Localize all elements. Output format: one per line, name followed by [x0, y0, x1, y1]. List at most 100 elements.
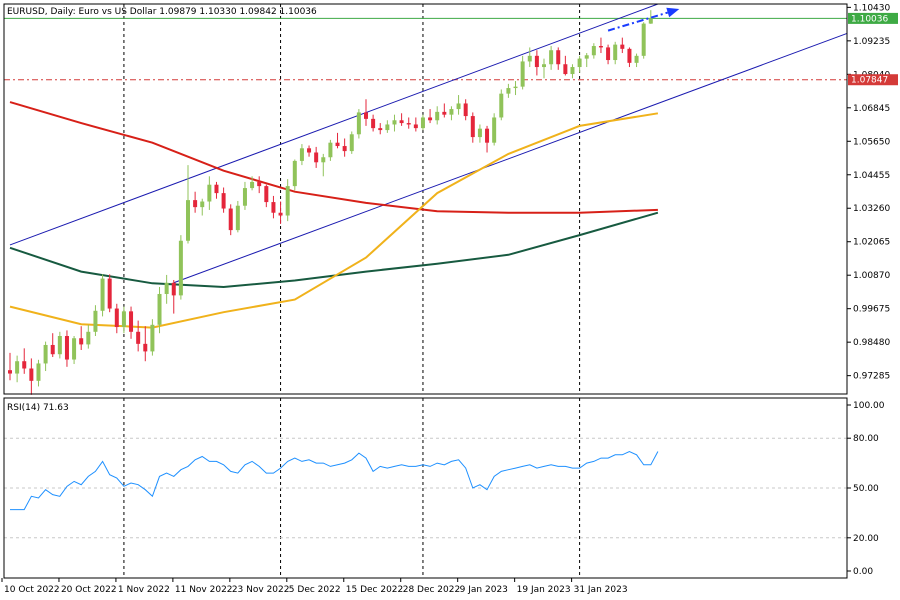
candle-body	[371, 118, 376, 129]
candle	[8, 352, 12, 381]
current-price-tag: 1.10036	[848, 12, 898, 24]
candle	[50, 333, 55, 358]
candle	[100, 274, 105, 317]
price-tick-label: 0.98480	[853, 338, 890, 348]
trend-arrow-head	[666, 7, 680, 18]
candle	[29, 358, 34, 395]
candle-body	[228, 208, 233, 231]
candle-body	[43, 344, 48, 364]
level-tag-label: 1.07847	[851, 76, 888, 86]
candle	[349, 131, 354, 154]
candle	[143, 326, 148, 362]
price-tick-label: 1.04455	[853, 171, 890, 181]
candle-body	[15, 361, 20, 374]
candle	[613, 41, 618, 65]
candle-body	[577, 58, 582, 68]
candle-body	[164, 282, 169, 294]
candle-body	[221, 193, 226, 209]
price-tick-label: 1.09235	[853, 37, 890, 47]
candle	[534, 50, 539, 76]
moving-average-mid	[9, 101, 658, 214]
candle-body	[549, 50, 554, 65]
candle	[563, 55, 568, 76]
current-price-tag-label: 1.10036	[851, 14, 888, 24]
candle-body	[257, 181, 262, 187]
rsi-tick-label: 80.00	[853, 434, 879, 444]
candle-body	[299, 148, 304, 161]
candle	[570, 64, 575, 79]
channel-upper-line	[9, 3, 659, 246]
candle-body	[285, 186, 290, 216]
candle	[22, 348, 27, 374]
candle	[292, 159, 297, 191]
level-tag: 1.07847	[848, 74, 898, 86]
time-tick-label: 20 Oct 2022	[61, 585, 117, 595]
candle-body	[527, 55, 532, 62]
candle-body	[520, 61, 525, 87]
candle-body	[107, 278, 112, 309]
candle	[186, 165, 190, 244]
candle	[129, 306, 134, 339]
candle	[207, 176, 212, 210]
candle-body	[79, 338, 84, 345]
price-tick-label: 0.99675	[853, 305, 890, 315]
candle-body	[513, 86, 518, 89]
candle-body	[200, 201, 205, 208]
candle-body	[606, 47, 611, 61]
candle	[328, 139, 333, 161]
candle-body	[413, 124, 418, 129]
candle-body	[485, 128, 490, 143]
price-tick-label: 1.05650	[853, 137, 890, 147]
candle	[228, 204, 233, 236]
price-tick-label: 1.10430	[853, 3, 890, 13]
candle	[591, 43, 596, 59]
candle	[442, 103, 447, 118]
time-tick-label: 15 Dec 2022	[346, 585, 404, 595]
candle-body	[634, 55, 639, 63]
candle	[271, 195, 276, 219]
candle	[413, 117, 418, 132]
price-tick-label: 0.97285	[853, 372, 890, 382]
candle	[214, 181, 219, 199]
channel-lower-line	[173, 32, 848, 284]
candle-body	[307, 148, 312, 153]
candle-body	[193, 200, 198, 208]
candle-body	[129, 311, 134, 332]
candle-body	[150, 324, 155, 352]
candle	[121, 306, 126, 334]
candle	[463, 99, 468, 121]
candle-body	[314, 152, 319, 163]
time-tick-label: 11 Nov 2022	[175, 585, 233, 595]
candle-body	[463, 103, 468, 117]
candle-body	[392, 120, 397, 125]
candle-body	[143, 343, 148, 352]
candle	[235, 200, 240, 233]
candles	[8, 10, 653, 395]
candle	[178, 235, 183, 300]
candle	[371, 114, 376, 132]
candle-body	[292, 160, 297, 187]
candle-body	[8, 370, 12, 374]
candle	[285, 179, 290, 222]
candle	[200, 198, 205, 216]
candle	[150, 319, 155, 356]
candle-body	[342, 146, 347, 152]
candle-body	[378, 128, 383, 131]
candle-body	[613, 44, 618, 61]
candle-body	[72, 338, 77, 360]
candle-body	[178, 240, 183, 296]
candle-body	[534, 55, 539, 68]
candle-body	[157, 293, 162, 325]
candle	[492, 113, 497, 146]
candle-body	[22, 361, 27, 369]
candle	[364, 99, 368, 126]
candle	[428, 109, 433, 124]
candle-body	[492, 117, 497, 143]
candle	[314, 146, 319, 168]
price-panel-frame	[3, 3, 848, 395]
candle	[641, 22, 646, 59]
candle-body	[406, 123, 411, 125]
candle	[221, 187, 226, 213]
candle	[549, 46, 554, 70]
rsi-line	[10, 450, 659, 511]
